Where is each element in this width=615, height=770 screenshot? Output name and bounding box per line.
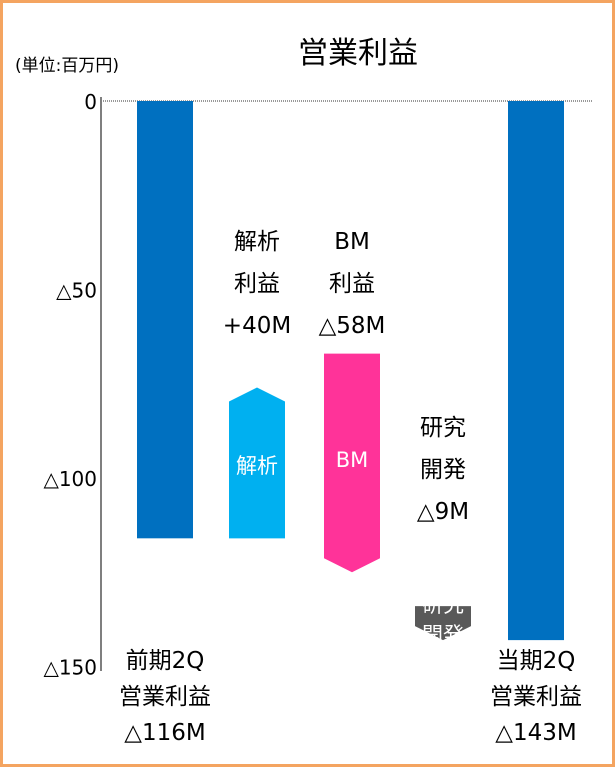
chart-title: 営業利益: [298, 36, 418, 71]
data-label-kenkyu: 開発: [420, 457, 466, 483]
data-label-kaiseki: 利益: [234, 271, 280, 297]
bar-curr: [508, 101, 564, 641]
bar-prev: [137, 101, 193, 539]
y-tick-label: 0: [84, 90, 97, 114]
unit-label: (単位:百万円): [15, 56, 119, 76]
bar-kenkyu: [415, 606, 471, 641]
bar-inner-label: BM: [336, 448, 369, 472]
data-label-bm: BM: [334, 229, 370, 255]
data-label-curr: △143M: [495, 720, 576, 746]
data-label-kaiseki: 解析: [234, 229, 280, 255]
bar-inner-label: 研究: [422, 593, 464, 617]
data-label-kaiseki: +40M: [223, 313, 291, 339]
data-label-bm: 利益: [329, 271, 375, 297]
y-tick-label: △150: [43, 656, 97, 680]
bar-bm: [324, 353, 380, 573]
bar-inner-label: 開発: [422, 623, 464, 647]
bar-kaiseki: [229, 387, 285, 539]
y-axis: 0 △50 △100 △150: [43, 90, 102, 680]
y-tick-label: △100: [43, 467, 97, 491]
data-label-curr: 営業利益: [490, 684, 582, 710]
data-label-prev: 営業利益: [119, 684, 211, 710]
bar-labels: 前期2Q営業利益△116M解析解析利益+40MBMBM利益△58M研究開発研究開…: [119, 229, 582, 746]
data-label-bm: △58M: [319, 313, 386, 339]
waterfall-chart: 営業利益 (単位:百万円) 0 △50 △100 △150 前期2Q 営業利益 △116M…: [15, 36, 593, 746]
bar-inner-label: 解析: [236, 454, 278, 478]
bars: [137, 101, 564, 641]
data-label-prev: △116M: [124, 720, 205, 746]
data-label-kenkyu: 研究: [420, 415, 466, 441]
y-tick-label: △50: [56, 279, 97, 303]
data-label-prev: 前期2Q: [126, 648, 205, 674]
data-label-curr: 当期2Q: [497, 648, 576, 674]
data-label-kenkyu: △9M: [417, 499, 469, 525]
